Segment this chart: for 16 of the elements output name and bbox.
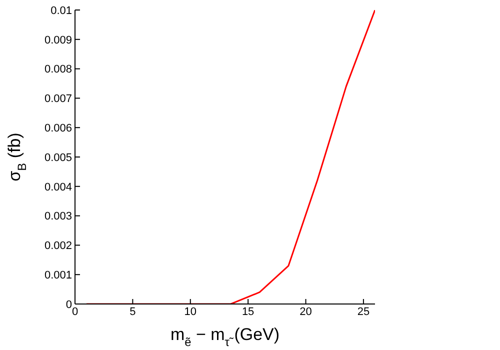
y-tick-label: 0.004 <box>44 181 72 194</box>
x-tick-label: 15 <box>242 306 254 318</box>
y-tick-label: 0.008 <box>44 64 72 76</box>
y-tick-label: 0.005 <box>44 152 72 164</box>
x-tick-label: 20 <box>300 306 312 318</box>
y-tick-label: 0.007 <box>44 93 72 106</box>
x-axis-title: m$_{ẽ}$ − m$_{τ̃}$ (GeV) <box>170 325 280 349</box>
y-tick-label: 0.009 <box>44 34 72 46</box>
y-tick-label: 0.006 <box>44 122 72 135</box>
x-tick-label: 25 <box>357 306 370 318</box>
y-tick-label: 0.002 <box>44 240 72 252</box>
x-tick-label: 10 <box>184 306 197 318</box>
y-tick-label: 0.001 <box>44 270 72 282</box>
y-tick-label: 0.01 <box>50 4 72 17</box>
y-tick-label: 0.003 <box>44 210 72 223</box>
x-tick-label: 5 <box>130 306 136 318</box>
